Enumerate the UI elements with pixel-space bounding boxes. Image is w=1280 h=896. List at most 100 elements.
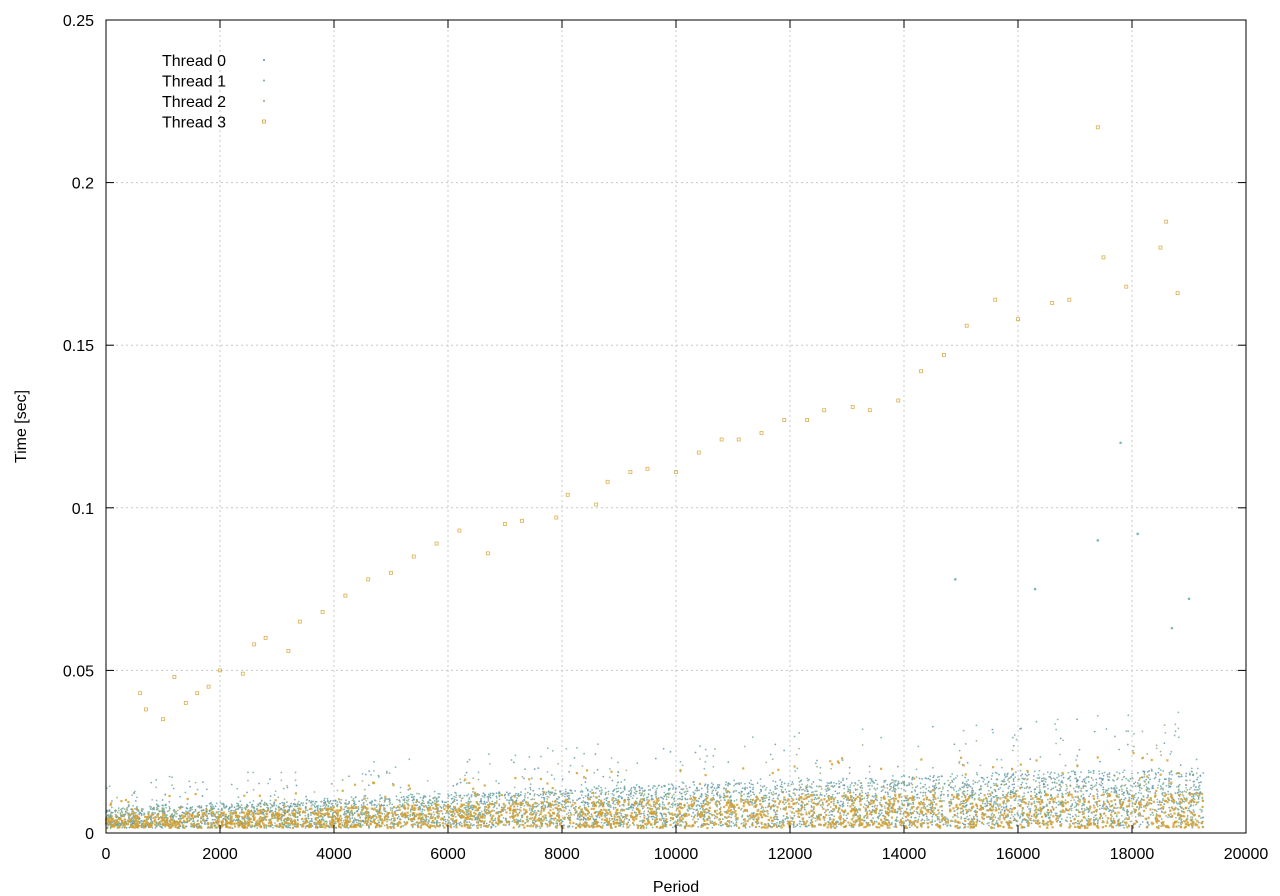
data-point bbox=[1090, 776, 1093, 779]
data-point bbox=[1049, 794, 1052, 797]
data-point bbox=[863, 803, 866, 806]
data-point bbox=[771, 822, 773, 825]
data-point bbox=[480, 799, 482, 802]
data-point bbox=[869, 777, 872, 780]
data-point bbox=[274, 822, 276, 824]
data-point bbox=[418, 792, 420, 795]
data-point bbox=[827, 808, 829, 811]
data-point bbox=[986, 776, 989, 779]
data-point bbox=[718, 786, 720, 789]
data-point bbox=[1179, 764, 1182, 767]
data-point bbox=[222, 805, 225, 808]
data-point bbox=[962, 802, 964, 805]
data-point bbox=[1109, 809, 1111, 811]
data-point bbox=[702, 800, 705, 803]
data-point bbox=[232, 809, 235, 812]
data-point bbox=[1019, 816, 1022, 819]
data-point bbox=[1081, 780, 1084, 783]
data-point bbox=[1051, 781, 1054, 784]
data-point bbox=[590, 796, 593, 799]
data-point bbox=[704, 793, 707, 795]
data-point bbox=[993, 802, 995, 804]
data-point bbox=[295, 805, 298, 808]
data-point bbox=[650, 815, 653, 818]
data-point bbox=[915, 816, 917, 819]
data-point bbox=[394, 766, 397, 769]
data-point bbox=[861, 787, 864, 789]
data-point bbox=[608, 808, 611, 811]
data-point bbox=[870, 778, 873, 781]
data-point bbox=[849, 784, 852, 786]
data-point bbox=[252, 788, 255, 791]
data-point bbox=[1017, 802, 1020, 805]
data-point bbox=[916, 796, 919, 799]
data-point bbox=[352, 821, 355, 824]
data-point bbox=[987, 795, 990, 798]
data-point bbox=[681, 795, 684, 798]
data-point bbox=[827, 820, 830, 823]
data-point bbox=[465, 771, 468, 774]
data-point bbox=[966, 789, 969, 792]
data-point bbox=[672, 822, 675, 824]
data-point bbox=[1137, 814, 1140, 817]
data-point bbox=[918, 813, 921, 816]
data-point bbox=[598, 785, 600, 788]
data-point bbox=[678, 785, 681, 788]
data-point bbox=[427, 815, 429, 818]
data-point bbox=[1192, 773, 1195, 776]
data-point bbox=[730, 820, 733, 823]
data-point bbox=[1170, 626, 1174, 630]
data-point bbox=[487, 798, 490, 800]
data-point bbox=[1002, 802, 1005, 805]
data-point bbox=[618, 811, 621, 814]
data-point bbox=[348, 775, 350, 778]
data-point bbox=[383, 824, 386, 827]
data-point bbox=[673, 821, 676, 823]
data-point bbox=[992, 803, 995, 806]
data-point bbox=[991, 772, 994, 775]
data-point bbox=[738, 791, 740, 794]
data-point bbox=[658, 805, 661, 808]
data-point bbox=[916, 811, 919, 814]
data-point bbox=[230, 803, 233, 806]
data-point bbox=[1055, 728, 1058, 731]
data-point bbox=[454, 792, 457, 795]
data-point bbox=[399, 800, 401, 803]
data-point bbox=[758, 825, 761, 828]
data-point bbox=[1019, 769, 1022, 772]
data-point bbox=[910, 782, 913, 785]
data-point bbox=[580, 783, 583, 786]
data-point bbox=[625, 808, 628, 811]
data-point bbox=[950, 786, 953, 789]
data-point bbox=[962, 729, 965, 732]
data-point bbox=[826, 781, 829, 784]
data-point bbox=[299, 823, 302, 826]
data-point bbox=[688, 786, 691, 789]
data-point bbox=[1098, 783, 1101, 786]
data-point bbox=[987, 781, 990, 784]
data-point bbox=[968, 814, 971, 817]
data-point bbox=[887, 795, 890, 798]
data-point bbox=[940, 790, 943, 793]
data-point bbox=[477, 771, 480, 774]
data-point bbox=[419, 796, 422, 799]
data-point bbox=[521, 800, 524, 803]
data-point bbox=[887, 819, 890, 822]
data-point bbox=[523, 777, 525, 780]
data-point bbox=[778, 821, 781, 823]
data-point bbox=[1105, 805, 1108, 808]
data-point bbox=[1028, 808, 1030, 810]
data-point bbox=[759, 778, 762, 780]
data-point bbox=[976, 807, 979, 810]
data-point bbox=[772, 791, 775, 793]
data-point bbox=[596, 768, 599, 771]
data-point bbox=[897, 780, 900, 783]
data-point bbox=[591, 822, 594, 824]
data-point bbox=[665, 798, 668, 801]
data-point bbox=[953, 778, 955, 781]
data-point bbox=[310, 800, 313, 803]
data-point bbox=[780, 783, 783, 786]
data-point bbox=[441, 812, 444, 815]
data-point bbox=[959, 826, 961, 828]
data-point bbox=[407, 794, 410, 797]
